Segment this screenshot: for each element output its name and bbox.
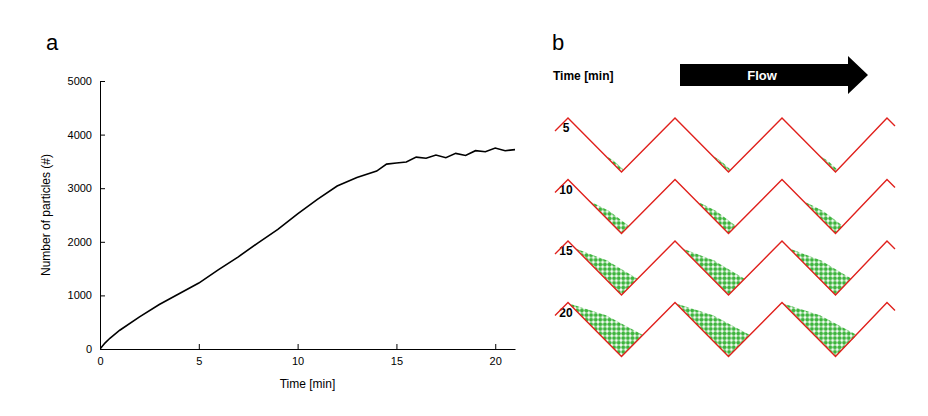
x-tick: 15 — [391, 344, 403, 367]
y-tick-mark — [100, 81, 105, 82]
particle-deposit — [803, 201, 843, 233]
x-tick-label: 10 — [292, 355, 304, 367]
x-axis: 0 5 10 15 20 — [97, 344, 515, 367]
y-tick-label: 1000 — [68, 289, 92, 301]
x-tick-mark — [298, 344, 299, 349]
channel-wall — [555, 241, 895, 295]
y-tick-label: 5000 — [68, 75, 92, 87]
particle-deposit — [569, 304, 643, 357]
y-tick-mark — [100, 188, 105, 189]
channel-wall — [555, 180, 895, 234]
particle-deposit — [696, 201, 736, 233]
x-tick-label: 15 — [391, 355, 403, 367]
particle-deposit — [589, 201, 629, 233]
y-tick-mark — [100, 349, 105, 350]
channel-wall — [555, 118, 895, 172]
snapshot: 5 — [555, 118, 895, 172]
time-value: 20 — [559, 306, 573, 320]
snapshot: 20 — [555, 303, 895, 357]
x-tick-mark — [396, 344, 397, 349]
y-tick: 3000 — [68, 182, 105, 194]
x-tick: 5 — [196, 344, 202, 367]
data-line — [100, 148, 515, 349]
y-tick: 0 — [86, 343, 105, 355]
y-tick-label: 2000 — [68, 236, 92, 248]
x-tick: 10 — [292, 344, 304, 367]
y-tick: 1000 — [68, 289, 105, 301]
x-tick-mark — [199, 344, 200, 349]
y-tick-label: 3000 — [68, 182, 92, 194]
y-tick: 5000 — [68, 75, 105, 87]
y-axis: 0 1000 2000 3000 4000 5000 — [68, 75, 105, 355]
particle-deposit — [783, 304, 857, 357]
flow-label: Flow — [747, 68, 777, 83]
flow-arrow — [680, 56, 868, 94]
y-tick-mark — [100, 135, 105, 136]
particle-deposit — [676, 304, 750, 357]
figure: a 0 5 10 15 20 0 1000 2000 3000 4000 5000 Time [min]… — [0, 0, 928, 416]
y-tick-label: 4000 — [68, 129, 92, 141]
x-tick-label: 5 — [196, 355, 202, 367]
snapshot: 15 — [555, 241, 895, 295]
panel-label: a — [46, 30, 59, 55]
panel-label: b — [552, 30, 564, 55]
x-tick-label: 0 — [97, 355, 103, 367]
y-tick: 4000 — [68, 129, 105, 141]
plot-area — [100, 148, 515, 349]
y-tick: 2000 — [68, 236, 105, 248]
channel-wall — [555, 303, 895, 357]
time-value: 15 — [559, 244, 573, 258]
y-tick-label: 0 — [86, 343, 92, 355]
y-tick-mark — [100, 295, 105, 296]
y-axis-title: Number of particles (#) — [39, 154, 53, 276]
y-tick-mark — [100, 242, 105, 243]
x-axis-line — [101, 349, 516, 350]
time-value: 10 — [559, 183, 573, 197]
time-header: Time [min] — [553, 69, 613, 83]
x-tick-label: 20 — [490, 355, 502, 367]
x-axis-title: Time [min] — [280, 377, 336, 391]
snapshot: 10 — [555, 180, 895, 234]
y-axis-line — [100, 82, 101, 350]
x-tick: 20 — [490, 344, 502, 367]
x-tick-mark — [495, 344, 496, 349]
